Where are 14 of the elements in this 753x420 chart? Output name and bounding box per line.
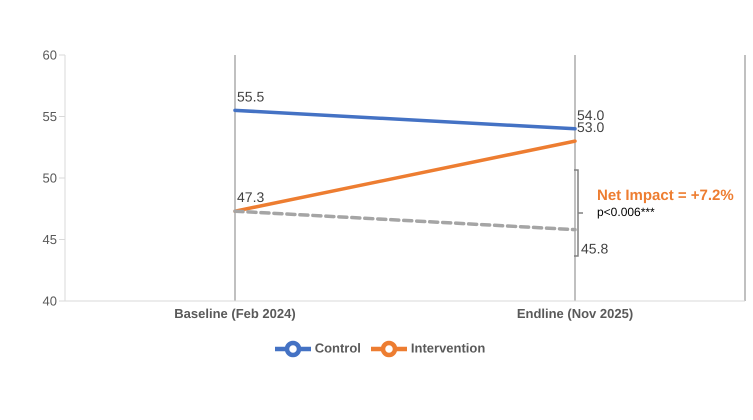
x-tick-label: Endline (Nov 2025) <box>516 306 634 322</box>
y-tick-label: 50 <box>42 170 57 186</box>
annotation: Net Impact = +7.2% <box>597 187 734 205</box>
data-label: 55.5 <box>237 88 264 104</box>
x-tick-label: Baseline (Feb 2024) <box>174 306 296 322</box>
legend-label: Control <box>314 340 361 356</box>
y-tick-label: 55 <box>42 109 57 124</box>
annotation: p<0.006*** <box>597 205 656 220</box>
data-label: 47.3 <box>237 189 264 206</box>
y-tick-label: 60 <box>42 48 57 63</box>
y-tick-label: 45 <box>42 232 57 248</box>
legend-label: Intervention <box>410 340 486 356</box>
y-tick-label: 40 <box>42 294 57 309</box>
data-label: 45.8 <box>581 240 608 257</box>
